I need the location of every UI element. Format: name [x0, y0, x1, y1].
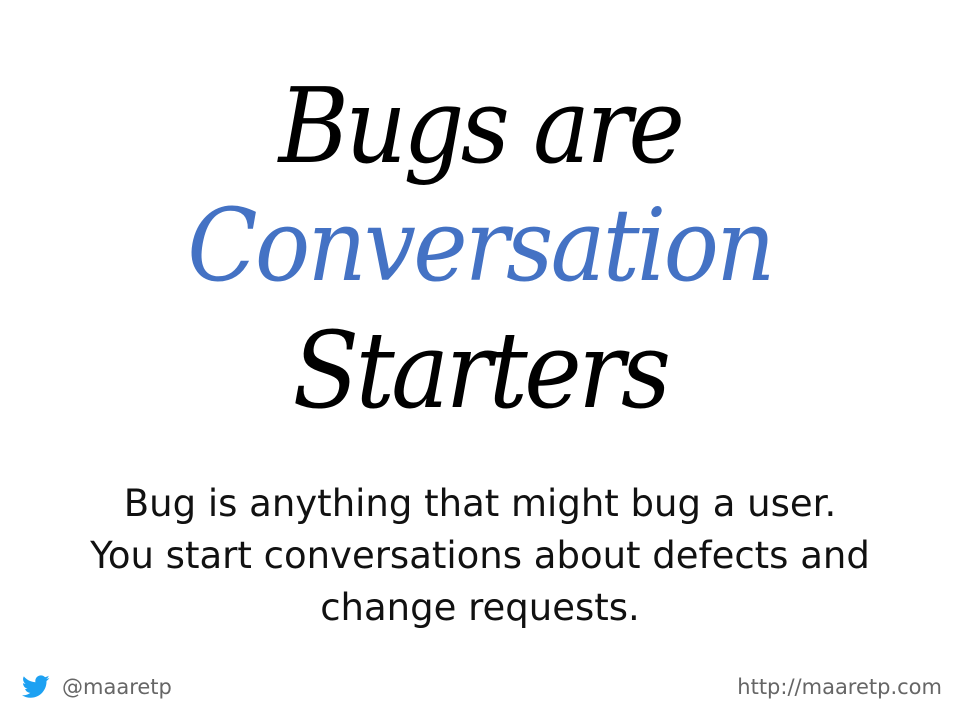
footer-twitter: @maaretp — [22, 672, 172, 702]
twitter-handle: @maaretp — [62, 675, 172, 699]
body-line-1: Bug is anything that might bug a user. — [123, 482, 837, 525]
title-line-2-highlight: Conversation — [187, 187, 775, 304]
slide-body: Bug is anything that might bug a user. Y… — [40, 478, 920, 634]
body-line-3: change requests. — [320, 586, 640, 629]
title-line-3: Starters — [292, 309, 672, 432]
twitter-bird-icon — [22, 675, 50, 698]
body-line-2: You start conversations about defects an… — [90, 534, 870, 577]
footer-url: http://maaretp.com — [737, 675, 942, 699]
title-line-1: Bugs are — [278, 65, 685, 187]
